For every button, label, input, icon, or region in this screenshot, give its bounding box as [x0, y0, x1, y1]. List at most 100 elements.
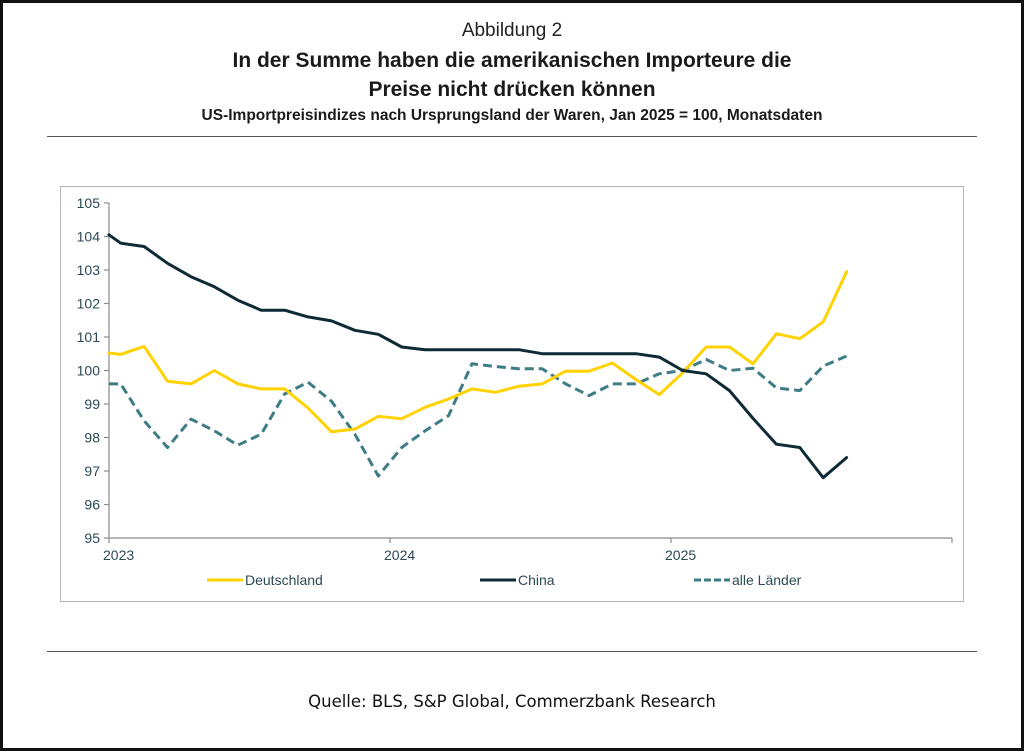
data-point	[541, 353, 543, 355]
data-point	[775, 443, 777, 445]
data-point	[447, 398, 449, 400]
data-point	[564, 383, 566, 385]
data-point	[611, 353, 613, 355]
data-point	[611, 383, 613, 385]
chart-title-line-2: Preise nicht drücken können	[368, 78, 656, 101]
data-point	[108, 234, 110, 236]
data-point	[752, 417, 754, 419]
series-layer	[107, 233, 849, 480]
data-point	[588, 370, 590, 372]
data-point	[728, 346, 730, 348]
y-tick-label: 100	[77, 363, 101, 379]
data-point	[518, 349, 520, 351]
data-point	[237, 383, 239, 385]
data-point	[799, 338, 801, 340]
data-point	[705, 373, 707, 375]
data-point	[401, 446, 403, 448]
data-point	[845, 355, 847, 357]
x-tick-label: 2023	[103, 547, 134, 563]
data-point	[213, 430, 215, 432]
x-tick-label: 2024	[384, 547, 415, 563]
data-point	[143, 420, 145, 422]
data-point	[658, 356, 660, 358]
source-note: Quelle: BLS, S&P Global, Commerzbank Res…	[308, 692, 716, 711]
data-point	[752, 363, 754, 365]
axes: 95 96 97 98 99 100 101 102 103 104 105 2023 2024 2025	[77, 195, 953, 563]
y-tick-label: 104	[77, 229, 101, 245]
data-point	[564, 353, 566, 355]
data-point	[564, 370, 566, 372]
data-point	[330, 431, 332, 433]
data-point	[447, 415, 449, 417]
data-point	[354, 433, 356, 435]
data-point	[190, 418, 192, 420]
data-point	[401, 346, 403, 348]
data-point	[108, 383, 110, 385]
data-point	[283, 309, 285, 311]
data-point	[728, 389, 730, 391]
y-tick-label: 96	[84, 497, 100, 513]
data-point	[658, 393, 660, 395]
data-point	[213, 369, 215, 371]
data-point	[799, 389, 801, 391]
data-point	[658, 373, 660, 375]
y-tick-label: 102	[77, 296, 101, 312]
data-point	[799, 446, 801, 448]
data-point	[752, 367, 754, 369]
chart-subtitle: US-Importpreisindizes nach Ursprungsland…	[201, 107, 823, 124]
y-tick-label: 105	[77, 195, 101, 211]
data-point	[190, 383, 192, 385]
chart-title-line-1: In der Summe haben die amerikanischen Im…	[232, 49, 792, 72]
data-point	[611, 362, 613, 364]
data-point	[283, 388, 285, 390]
data-point	[635, 383, 637, 385]
y-tick-label: 95	[84, 530, 100, 546]
data-point	[120, 383, 122, 385]
data-point	[775, 387, 777, 389]
data-point	[424, 430, 426, 432]
legend: Deutschland China alle Länder	[207, 572, 802, 588]
data-point	[330, 400, 332, 402]
series-line-deutschland	[107, 270, 849, 434]
data-point	[588, 394, 590, 396]
data-point	[471, 388, 473, 390]
data-point	[822, 477, 824, 479]
data-point	[377, 333, 379, 335]
data-point	[635, 353, 637, 355]
data-point	[845, 456, 847, 458]
data-point	[377, 415, 379, 417]
data-point	[354, 428, 356, 430]
data-point	[307, 407, 309, 409]
y-tick-label: 103	[77, 262, 101, 278]
data-point	[541, 368, 543, 370]
data-point	[330, 320, 332, 322]
data-point	[518, 368, 520, 370]
x-tick-label: 2025	[665, 547, 696, 563]
y-tick-label: 99	[84, 396, 100, 412]
data-point	[845, 271, 847, 273]
legend-label: alle Länder	[732, 572, 802, 588]
data-point	[354, 329, 356, 331]
data-point	[588, 353, 590, 355]
data-point	[166, 262, 168, 264]
data-point	[705, 358, 707, 360]
data-point	[190, 276, 192, 278]
series-line-china	[107, 233, 849, 480]
data-point	[143, 245, 145, 247]
data-point	[166, 446, 168, 448]
y-tick-label: 98	[84, 430, 100, 446]
data-point	[424, 406, 426, 408]
figure-label: Abbildung 2	[461, 20, 563, 41]
y-tick-label: 101	[77, 329, 101, 345]
series-line-alle-l-nder	[109, 354, 848, 478]
data-point	[108, 352, 110, 354]
data-point	[213, 286, 215, 288]
data-point	[518, 385, 520, 387]
data-point	[635, 378, 637, 380]
legend-label: China	[518, 572, 555, 588]
data-point	[120, 353, 122, 355]
data-point	[260, 433, 262, 435]
data-point	[307, 316, 309, 318]
data-point	[822, 321, 824, 323]
data-point	[377, 475, 379, 477]
